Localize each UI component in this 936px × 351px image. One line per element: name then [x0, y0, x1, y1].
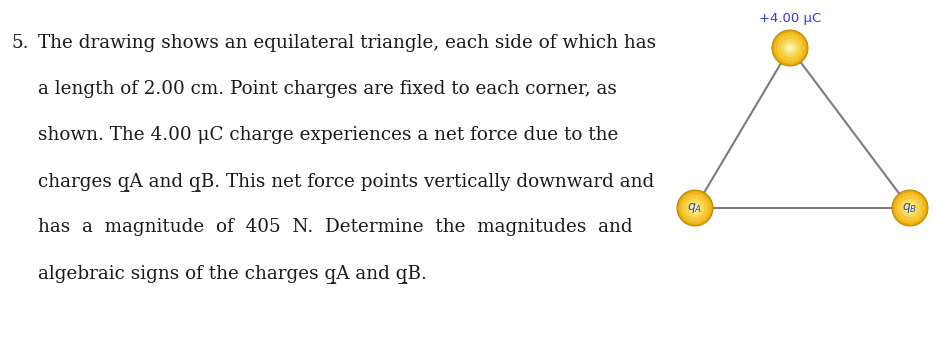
Circle shape: [692, 205, 697, 211]
Circle shape: [899, 199, 918, 217]
Circle shape: [689, 202, 700, 214]
Circle shape: [891, 190, 927, 226]
Text: algebraic signs of the charges q̲A and q̲B.: algebraic signs of the charges q̲A and q…: [38, 264, 427, 283]
Text: The drawing shows an equilateral triangle, each side of which has: The drawing shows an equilateral triangl…: [38, 34, 655, 52]
Circle shape: [893, 192, 925, 224]
Circle shape: [903, 202, 914, 214]
Text: shown. The 4.00 μC charge experiences a net force due to the: shown. The 4.00 μC charge experiences a …: [38, 126, 618, 144]
Circle shape: [773, 32, 805, 64]
Text: 5.: 5.: [12, 34, 29, 52]
Circle shape: [906, 205, 912, 211]
Text: +4.00 μC: +4.00 μC: [758, 12, 820, 25]
Text: charges q̲A and q̲B. This net force points vertically downward and: charges q̲A and q̲B. This net force poin…: [38, 172, 653, 191]
Circle shape: [786, 45, 792, 51]
Circle shape: [771, 30, 807, 66]
Text: a length of 2.00 cm. Point charges are fixed to each corner, as: a length of 2.00 cm. Point charges are f…: [38, 80, 616, 98]
Circle shape: [681, 195, 708, 221]
Circle shape: [780, 39, 798, 57]
Circle shape: [776, 35, 802, 61]
Circle shape: [677, 190, 712, 226]
Circle shape: [783, 42, 795, 54]
Text: $q_A$: $q_A$: [687, 201, 702, 215]
Circle shape: [679, 192, 710, 224]
Circle shape: [685, 199, 704, 217]
Circle shape: [896, 195, 922, 221]
Text: has  a  magnitude  of  405  N.  Determine  the  magnitudes  and: has a magnitude of 405 N. Determine the …: [38, 218, 632, 236]
Text: $q_B$: $q_B$: [901, 201, 916, 215]
